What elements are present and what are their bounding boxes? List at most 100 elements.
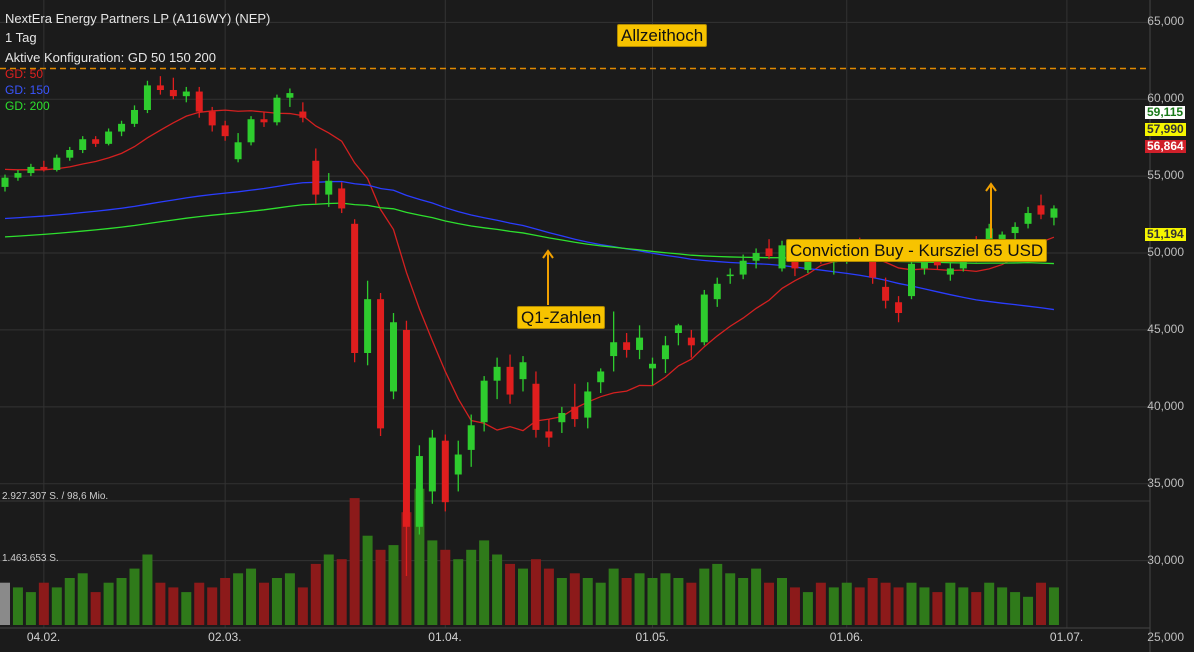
volume-bar	[427, 540, 438, 625]
volume-bar	[129, 568, 140, 625]
volume-bar	[220, 578, 231, 625]
volume-bar	[38, 582, 49, 625]
volume-bar	[142, 554, 153, 625]
candle-body	[428, 437, 436, 492]
candle-body	[610, 342, 618, 357]
volume-bar	[543, 568, 554, 625]
candle-body	[1050, 208, 1058, 218]
candle-body	[40, 166, 48, 170]
volume-bar	[310, 563, 321, 625]
candle-body	[131, 110, 138, 124]
y-tick-label: 40,000	[1147, 398, 1184, 413]
volume-bar	[207, 587, 218, 625]
volume-bar	[582, 578, 593, 625]
volume-bar	[479, 540, 490, 625]
volume-bar	[259, 582, 269, 625]
candle-body	[441, 440, 449, 503]
candle-body	[558, 412, 566, 423]
candle-body	[726, 274, 734, 277]
candle-body	[804, 259, 812, 270]
candle-body	[182, 91, 190, 97]
candle-body	[584, 391, 592, 418]
candle-body	[765, 248, 773, 257]
candle-body	[325, 180, 333, 195]
volume-bar	[103, 582, 114, 625]
ma-150-label: GD: 150	[5, 83, 50, 97]
volume-bar	[375, 549, 386, 625]
candle-body	[415, 456, 423, 527]
candle-body	[286, 93, 294, 98]
candle-body	[571, 406, 579, 420]
candle-body	[480, 380, 488, 423]
candle-body	[454, 454, 462, 475]
volume-bar	[25, 592, 36, 625]
candle-body	[674, 325, 682, 334]
y-tick-label: 65,000	[1147, 14, 1184, 29]
volume-bar	[595, 582, 606, 625]
volume-bar	[505, 563, 516, 625]
price-badge: 59,115	[1145, 104, 1186, 119]
volume-bar	[764, 582, 775, 625]
candle-body	[234, 142, 242, 160]
volume-bar	[51, 587, 62, 625]
volume-bar	[777, 578, 787, 625]
candle-body	[299, 111, 307, 118]
volume-bar	[556, 578, 567, 625]
volume-bar	[1023, 596, 1034, 625]
candle-body	[221, 125, 229, 137]
volume-bar	[608, 568, 619, 625]
candle-body	[1, 177, 9, 187]
ath-callout: Allzeithoch	[617, 24, 708, 47]
candle-body	[195, 91, 203, 112]
candle-body	[402, 329, 410, 527]
price-badge: 51,194	[1145, 226, 1186, 241]
candle-body	[105, 131, 113, 144]
candle-body	[208, 111, 216, 126]
volume-bar	[349, 498, 360, 625]
candle-body	[882, 286, 890, 301]
volume-bar	[388, 545, 399, 625]
volume-bar	[802, 592, 813, 625]
volume-bar	[453, 559, 464, 625]
candle-body	[713, 283, 721, 300]
candle-body	[687, 337, 695, 346]
candle-body	[53, 157, 61, 170]
candle-body	[700, 294, 708, 343]
volume-bar	[440, 549, 451, 625]
ma-150-line	[4, 180, 1055, 311]
volume-bar	[621, 578, 632, 625]
volume-bar	[271, 578, 282, 625]
volume-bar	[77, 573, 88, 625]
candle-body	[247, 119, 255, 143]
candle-body	[908, 263, 915, 297]
volume-mid-label: 1.463.653 S.	[2, 553, 59, 564]
volume-bar	[686, 582, 697, 625]
volume-bar	[0, 582, 10, 625]
volume-bar	[246, 568, 257, 625]
volume-bar	[854, 587, 865, 625]
candle-body	[1011, 226, 1019, 234]
volume-bar	[971, 592, 982, 625]
price-badge: 57,990	[1145, 122, 1186, 137]
candle-body	[92, 139, 100, 144]
ma-50-label: GD: 50	[5, 67, 44, 81]
volume-bar	[181, 592, 192, 625]
volume-bar	[738, 578, 749, 625]
volume-bar	[867, 578, 878, 625]
volume-bar	[789, 587, 800, 625]
timeframe-label: 1 Tag	[5, 30, 37, 45]
candle-body	[506, 366, 514, 395]
volume-bar	[362, 535, 373, 625]
candle-body	[14, 173, 22, 178]
volume-bar	[699, 568, 710, 625]
candle-body	[118, 123, 126, 132]
volume-bar	[893, 587, 904, 625]
volume-bar	[725, 573, 736, 625]
candle-body	[66, 149, 74, 158]
x-tick-label: 01.04.	[428, 630, 462, 644]
volume-bar	[997, 587, 1008, 625]
volume-bar	[945, 582, 956, 625]
volume-bar	[414, 488, 425, 625]
volume-bar	[336, 559, 347, 625]
candle-body	[364, 299, 372, 354]
